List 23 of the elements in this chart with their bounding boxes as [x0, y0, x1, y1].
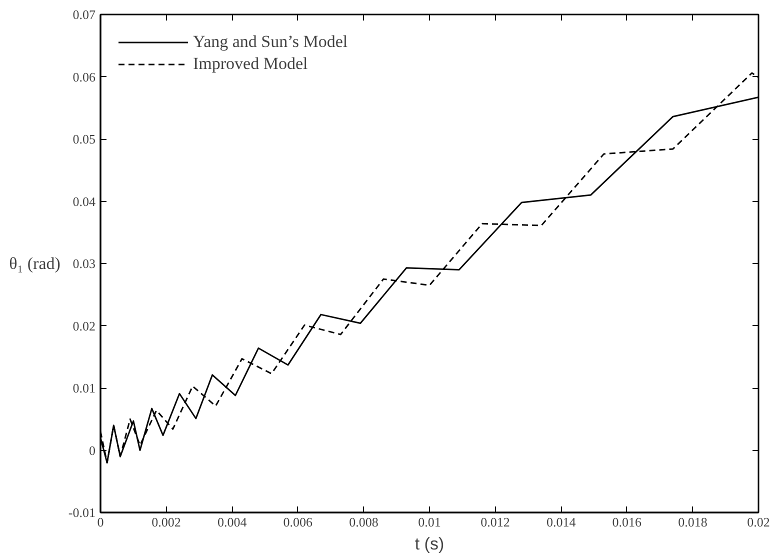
x-tick-label: 0.006	[283, 514, 314, 530]
x-axis-title: t (s)	[414, 534, 444, 554]
x-tick-label: 0.002	[152, 514, 181, 530]
x-tick-label: 0.014	[546, 514, 576, 530]
y-tick-label: 0.06	[72, 69, 96, 84]
y-tick-label: 0.07	[72, 7, 96, 22]
x-tick-label: 0.016	[612, 514, 642, 530]
legend-label: Improved Model	[193, 54, 308, 74]
x-tick-label: 0.012	[480, 514, 510, 530]
x-tick-label: 0.008	[349, 514, 378, 530]
x-tick-label: 0.02	[747, 514, 770, 530]
y-tick-label: 0.02	[72, 318, 96, 334]
x-tick-label: 0.01	[418, 514, 441, 530]
y-tick-label: 0.04	[72, 194, 96, 209]
x-tick-label: 0.018	[678, 514, 708, 530]
y-axis-title: θ₁ (rad)	[9, 254, 60, 273]
y-tick-label: -0.01	[68, 505, 96, 520]
y-tick-label: 0	[89, 442, 96, 458]
x-tick-label: 0.004	[217, 514, 248, 530]
y-tick-label: 0.05	[72, 132, 96, 146]
legend-label: Yang and Sun’s Model	[193, 32, 348, 52]
y-tick-label: 0.01	[72, 380, 96, 396]
y-tick-label: 0.03	[72, 256, 96, 271]
